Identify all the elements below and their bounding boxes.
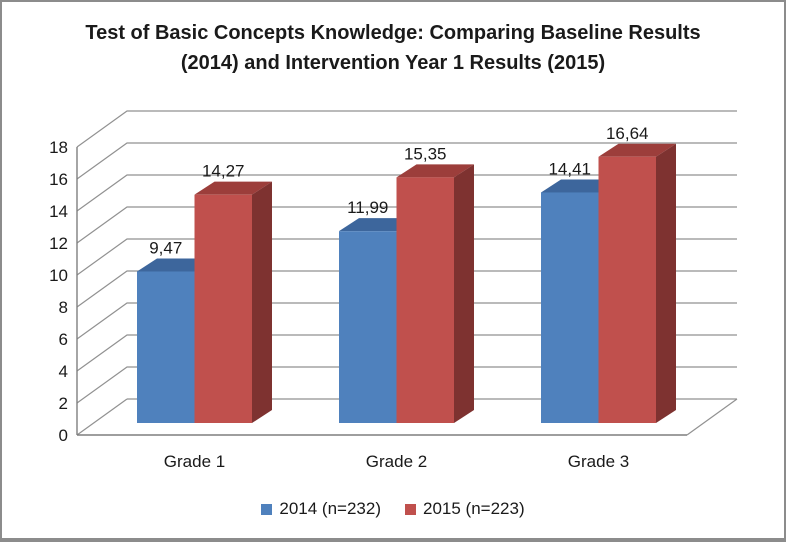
x-category-label: Grade 2 [366, 452, 427, 471]
gridline [76, 334, 737, 372]
y-tick-label: 14 [49, 202, 68, 221]
gridline [76, 238, 737, 276]
gridline [76, 270, 737, 308]
bar-2015-grade-1-top [194, 181, 272, 195]
y-tick-label: 16 [49, 170, 68, 189]
gridline [76, 206, 737, 244]
legend-item-2015: 2015 (n=223) [405, 499, 525, 519]
y-tick-label: 12 [49, 234, 68, 253]
gridline [76, 142, 737, 180]
bar-2015-grade-2-side [454, 164, 474, 423]
x-category-label: Grade 1 [164, 452, 225, 471]
floor-left-edge [76, 398, 128, 436]
bar-2015-grade-2-top [396, 164, 474, 178]
bar-2015-grade-1-front [194, 194, 252, 423]
y-tick-label: 6 [59, 330, 68, 349]
chart-legend: 2014 (n=232) 2015 (n=223) [2, 499, 784, 519]
legend-swatch-2015 [405, 503, 416, 515]
gridline [76, 302, 737, 340]
floor-right-edge [686, 398, 738, 436]
y-tick-label: 2 [59, 394, 68, 413]
gridline [76, 174, 737, 212]
y-tick-label: 8 [59, 298, 68, 317]
chart-title: Test of Basic Concepts Knowledge: Compar… [85, 22, 701, 74]
bar-2015-grade-3-top [598, 143, 676, 157]
bar-2015-grade-1-side [252, 181, 272, 423]
data-label: 15,35 [404, 144, 447, 163]
gridline [76, 110, 737, 148]
data-label: 16,64 [606, 124, 649, 143]
bar-2014-grade-2-front [339, 231, 397, 423]
data-label: 14,27 [202, 162, 245, 181]
data-label: 14,41 [548, 159, 591, 178]
gridline [76, 366, 737, 404]
bar-2015-grade-3-side [656, 143, 676, 423]
y-tick-label: 4 [59, 362, 68, 381]
legend-label-2014: 2014 (n=232) [279, 499, 381, 518]
x-category-label: Grade 3 [568, 452, 629, 471]
y-tick-label: 10 [49, 266, 68, 285]
legend-swatch-2014 [261, 503, 273, 515]
legend-label-2015: 2015 (n=223) [423, 499, 525, 518]
bar-2014-grade-1-front [137, 271, 195, 423]
bar-2015-grade-2-front [396, 177, 454, 423]
y-tick-label: 0 [59, 426, 68, 445]
y-tick-label: 18 [49, 138, 68, 157]
bar-2014-grade-3-front [541, 192, 599, 423]
bar-2015-grade-3-front [598, 156, 656, 423]
legend-item-2014: 2014 (n=232) [261, 499, 381, 519]
data-label: 9,47 [149, 238, 182, 257]
data-label: 11,99 [347, 198, 388, 217]
